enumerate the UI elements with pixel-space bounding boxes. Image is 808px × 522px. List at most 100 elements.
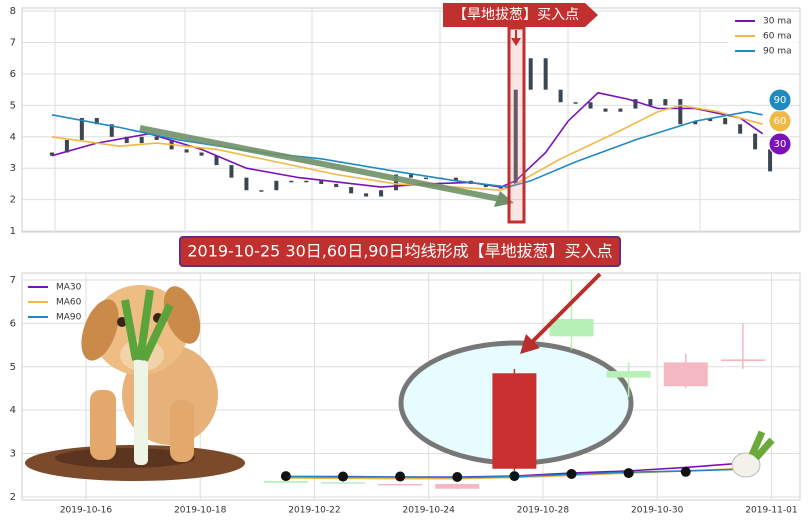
marker [395,471,406,482]
candle-body [513,89,518,184]
candle-body [720,359,765,362]
plot-area [21,7,801,233]
candle-body [606,371,651,378]
candle-body [648,99,653,106]
candle-body [49,152,54,156]
candle-body [184,149,189,153]
candle-body [364,193,369,197]
candle-body [64,139,69,153]
candle-body [549,319,594,337]
x-tick-label: 2019-10-22 [288,506,340,516]
candle-body [109,124,114,137]
candle-body [304,180,309,183]
legend-label: MA60 [56,298,82,308]
banner: 2019-10-25 30日,60日,90日均线形成【旱地拔葱】买入点 [187,242,612,261]
y-tick-label: 5 [10,362,16,373]
x-tick-label: 2019-10-28 [517,506,570,516]
candle-body [199,152,204,156]
marker [680,466,691,477]
badge [768,132,792,156]
legend-label: MA90 [56,313,82,323]
candle-body [154,136,159,140]
signal-label: 【旱地拔葱】买入点 [453,7,579,23]
x-tick-label: 2019-11-01 [745,506,797,516]
candle-body [723,117,728,125]
candle-body [334,183,339,188]
marker [338,471,349,482]
candle-body [379,190,384,197]
candle-body [378,483,423,486]
candle-body [693,121,698,125]
legend-label: MA30 [56,283,82,293]
candle-body [663,362,708,387]
main-layer: 30 ma 30 60 ma 60 90 ma 90 MA30 MA60 MA90 [28,17,792,490]
pointer-arrow-head [520,334,540,354]
candle-body [573,102,578,104]
legend-label: 30 ma [763,17,792,27]
candle-body [558,89,563,103]
signal-highlight [507,26,526,224]
badge-label: 90 [774,95,787,106]
candle-body [124,136,129,144]
candle-body [244,177,249,191]
candle-body [618,108,623,112]
candle-body [435,483,480,489]
y-tick-label: 2 [10,195,16,206]
y-tick-label: 4 [10,132,16,143]
candle-body [588,102,593,109]
candle-body [423,177,428,180]
candle-body [492,373,537,469]
signal-pointer-head [511,38,521,46]
badge-label: 30 [774,139,787,150]
y-tick-label: 8 [10,6,16,17]
y-tick-label: 6 [10,69,16,80]
candle-body [319,180,324,184]
trend-arrow [139,125,501,202]
marker [452,471,463,482]
x-tick-label: 2019-10-30 [631,506,684,516]
candle-body [214,155,219,166]
y-tick-label: 7 [10,38,16,49]
legend-label: 60 ma [763,32,792,42]
marker [280,471,291,482]
marker [623,468,634,479]
candle-body [321,482,366,484]
candle-body [274,180,279,191]
dog-illustration [25,285,245,481]
ma-line [51,104,763,192]
x-tick-label: 2019-10-16 [60,506,113,516]
signal-label-box [443,3,598,27]
annotation-layer: 【旱地拔葱】买入点 2019-10-25 30日,60日,90日均线形成【旱地拔… [25,3,775,481]
banner-box [179,236,621,267]
pointer-arrow [530,272,602,344]
x-tick-label: 2019-10-18 [174,506,227,516]
candle-body [543,58,548,90]
candle-body [79,117,84,140]
candle-body [139,136,144,144]
badge [768,88,792,112]
candle-body [94,117,99,125]
candle-body [349,187,354,194]
candle-body [394,174,399,191]
marker [566,468,577,479]
y-tick-label: 2 [10,492,16,503]
candle-body [603,108,608,112]
candle-body [768,149,773,172]
y-tick-label: 3 [10,163,16,174]
candle-body [708,117,713,122]
candle-body [663,99,668,106]
legend-label: 90 ma [763,47,792,57]
y-tick-label: 7 [10,275,16,286]
marker [509,471,520,482]
y-tick-label: 1 [10,226,16,237]
ma-line [51,110,763,188]
candle-body [409,174,413,178]
candle-body [633,99,638,109]
candle-body [453,177,458,181]
candle-body [229,165,234,178]
candle-body [738,124,743,134]
y-tick-label: 6 [10,318,16,329]
leek-icon [731,430,775,478]
